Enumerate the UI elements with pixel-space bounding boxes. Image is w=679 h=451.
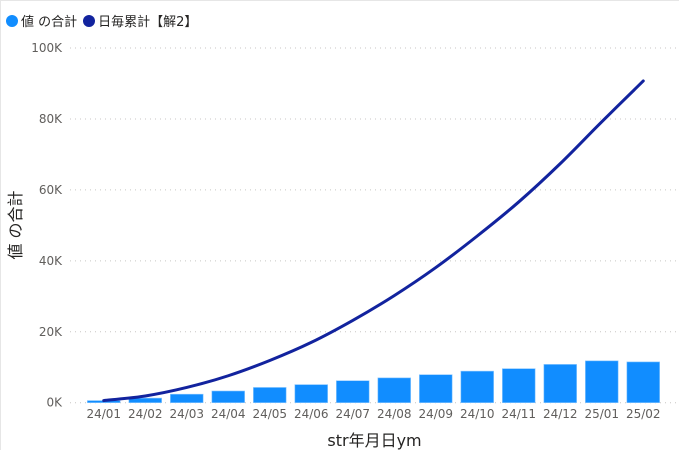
x-tick-label: 24/03 [169, 407, 204, 421]
legend-item-cumulative[interactable]: 日毎累計【解2】 [83, 11, 197, 30]
bar[interactable] [626, 361, 660, 403]
y-axis-title: 値 の合計 [6, 190, 25, 260]
x-tick-label: 24/06 [294, 407, 329, 421]
x-tick-label: 24/11 [501, 407, 536, 421]
bar[interactable] [419, 374, 453, 404]
bar[interactable] [128, 397, 162, 403]
y-tick-label: 100K [31, 41, 63, 55]
legend-label: 値 の合計 [21, 15, 78, 30]
bar[interactable] [253, 387, 287, 404]
bar[interactable] [585, 360, 619, 403]
bar[interactable] [460, 370, 494, 404]
x-tick-label: 24/08 [377, 407, 412, 421]
bar[interactable] [211, 390, 245, 404]
bar[interactable] [543, 364, 577, 403]
x-tick-label: 24/09 [418, 407, 453, 421]
cumulative-line[interactable] [102, 79, 645, 403]
legend-label: 日毎累計【解2】 [98, 15, 198, 30]
bar[interactable] [377, 377, 411, 404]
bar[interactable] [170, 393, 204, 403]
legend-dot-icon [83, 14, 96, 27]
x-axis-title: str年月日ym [327, 431, 422, 450]
legend-dot-icon [6, 14, 18, 27]
x-tick-label: 24/04 [211, 407, 246, 421]
legend-item-sum[interactable]: 値 の合計 [6, 11, 77, 30]
x-tick-label: 24/07 [335, 407, 370, 421]
y-tick-label: 60K [39, 183, 63, 197]
y-tick-label: 40K [39, 254, 63, 268]
legend: 値 の合計 日毎累計【解2】 [6, 11, 203, 30]
bar[interactable] [336, 380, 370, 403]
x-tick-label: 25/01 [584, 407, 619, 421]
y-tick-label: 20K [39, 325, 63, 339]
x-tick-label: 25/02 [626, 407, 661, 421]
x-tick-label: 24/05 [252, 407, 287, 421]
x-tick-label: 24/10 [460, 407, 495, 421]
x-tick-label: 24/01 [86, 407, 121, 421]
bar[interactable] [294, 384, 328, 403]
y-tick-label: 0K [46, 396, 63, 410]
y-tick-label: 80K [39, 112, 63, 126]
bar[interactable] [502, 368, 536, 404]
x-tick-label: 24/02 [128, 407, 163, 421]
x-tick-label: 24/12 [543, 407, 578, 421]
